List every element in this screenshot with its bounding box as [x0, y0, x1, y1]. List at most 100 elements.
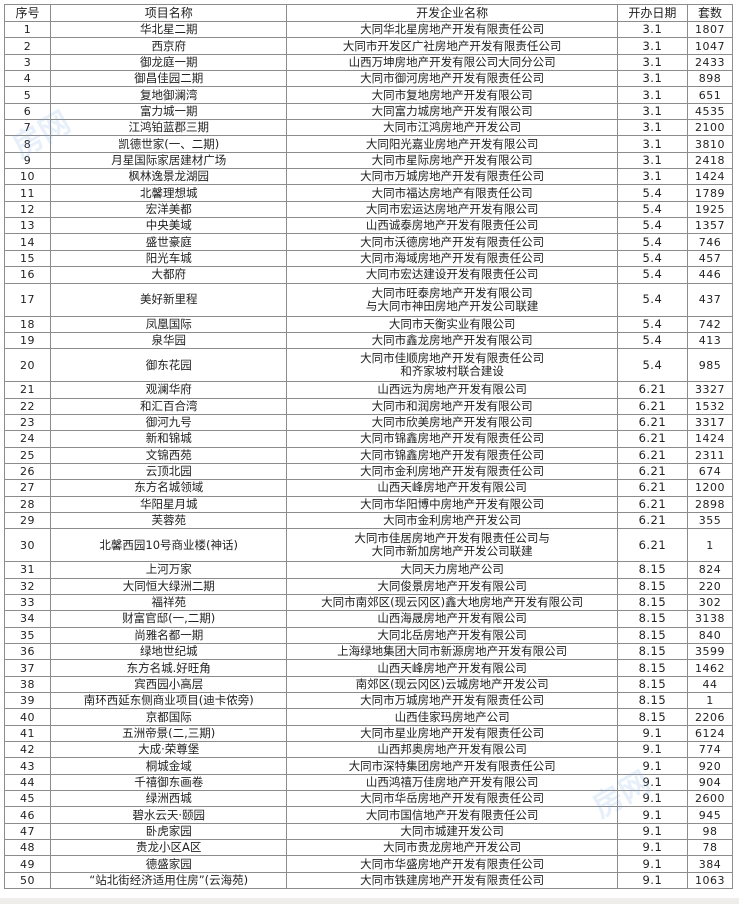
open-date: 3.1 — [616, 37, 688, 55]
project-name: 绿地世纪城 — [50, 642, 288, 661]
unit-count: 1925 — [686, 200, 734, 219]
row-index: 11 — [3, 184, 52, 202]
developer-name: 大同市金利房地产开发公司 — [286, 511, 618, 530]
row-index: 2 — [3, 37, 52, 55]
row-index: 47 — [3, 822, 52, 841]
open-date: 9.1 — [616, 822, 688, 841]
row-index: 24 — [3, 430, 52, 448]
project-name: 泉华园 — [50, 331, 288, 350]
unit-count: 98 — [686, 822, 734, 841]
row-index: 12 — [3, 200, 52, 219]
unit-count: 457 — [686, 249, 734, 268]
unit-count: 3599 — [686, 642, 734, 661]
row-index: 28 — [3, 495, 52, 513]
open-date: 6.21 — [616, 479, 688, 497]
project-name: 复地御澜湾 — [50, 86, 288, 104]
developer-name: 大同市万城房地产开发有限责任公司 — [286, 692, 618, 710]
table-body: 1 华北星二期 大同华北星房地产开发有限责任公司 3.1 1807 2 西京府 大同市开发区广… — [3, 20, 734, 890]
row-index: 35 — [3, 626, 52, 645]
project-name: 盛世豪庭 — [50, 233, 288, 251]
row-index: 21 — [3, 381, 52, 399]
developer-name: 大同市鑫龙房地产开发有限公司 — [286, 331, 618, 350]
developer-name: 大同市星际房地产开发有限公司 — [286, 151, 618, 170]
row-index: 32 — [3, 577, 52, 595]
project-name: 中央美域 — [50, 217, 288, 235]
unit-count: 355 — [686, 511, 734, 530]
developer-name: 大同富力城房地产开发有限公司 — [286, 102, 618, 121]
table-row: 5 复地御澜湾 大同市复地房地产开发有限公司 3.1 651 — [3, 86, 734, 104]
project-name: “站北街经济适用住房”(云海苑) — [50, 871, 288, 890]
row-index: 16 — [3, 266, 52, 284]
project-name: 上河万家 — [50, 561, 288, 579]
row-index: 38 — [3, 675, 52, 694]
developer-name: 南郊区(现云冈区)云城房地产开发公司 — [286, 675, 618, 694]
open-date: 3.1 — [616, 70, 688, 88]
row-index: 39 — [3, 692, 52, 710]
table-row: 17 美好新里程 大同市旺泰房地产开发有限公司 与大同市神田房地产开发公司联建 5.4… — [3, 282, 734, 317]
developer-name: 大同市国信地产开发有限责任公司 — [286, 806, 618, 824]
open-date: 6.21 — [616, 511, 688, 530]
open-date: 5.4 — [616, 331, 688, 350]
unit-count: 742 — [686, 315, 734, 333]
row-index: 7 — [3, 119, 52, 137]
unit-count: 384 — [686, 855, 734, 873]
unit-count: 1424 — [686, 430, 734, 448]
project-name: 宾西园小高层 — [50, 675, 288, 694]
project-name: 文锦西苑 — [50, 446, 288, 464]
row-index: 1 — [3, 20, 52, 39]
project-name: 大都府 — [50, 266, 288, 284]
table-row: 2 西京府 大同市开发区广社房地产开发有限责任公司 3.1 1047 — [3, 37, 734, 55]
table-row: 24 新和锦城 大同市锦鑫房地产开发有限责任公司 6.21 1424 — [3, 430, 734, 448]
table-row: 45 绿洲西城 大同市华岳房地产开发有限责任公司 9.1 2600 — [3, 790, 734, 808]
project-name: 月星国际家居建材广场 — [50, 151, 288, 170]
open-date: 6.21 — [616, 381, 688, 399]
developer-name: 大同市锦鑫房地产开发有限责任公司 — [286, 446, 618, 464]
table-row: 8 凯德世家(一、二期) 大同阳光嘉业房地产开发有限公司 3.1 3810 — [3, 135, 734, 153]
developer-name: 山西鸿禧万佳房地产开发有限公司 — [286, 773, 618, 792]
developer-name: 大同市佳居房地产开发有限责任公司与 大同市新加房地产开发公司联建 — [286, 528, 618, 563]
row-index: 40 — [3, 708, 52, 726]
table-row: 12 宏洋美都 大同市宏运达房地产开发有限公司 5.4 1925 — [3, 200, 734, 219]
row-index: 17 — [3, 282, 52, 317]
open-date: 9.1 — [616, 773, 688, 792]
unit-count: 1063 — [686, 871, 734, 890]
table-row: 46 碧水云天·颐园 大同市国信地产开发有限责任公司 9.1 945 — [3, 806, 734, 824]
table-row: 42 大成·荣尊堡 山西邦奥房地产开发有限公司 9.1 774 — [3, 741, 734, 759]
header-units: 套数 — [686, 4, 734, 22]
table-row: 14 盛世豪庭 大同市沃德房地产开发有限责任公司 5.4 746 — [3, 233, 734, 251]
row-index: 30 — [3, 528, 52, 563]
row-index: 41 — [3, 724, 52, 743]
project-name: 南环西延东侧商业项目(迪卡侬旁) — [50, 692, 288, 710]
open-date: 6.21 — [616, 446, 688, 464]
open-date: 6.21 — [616, 528, 688, 563]
unit-count: 3810 — [686, 135, 734, 153]
project-name: 观澜华府 — [50, 381, 288, 399]
developer-name: 大同市江鸿房地产开发公司 — [286, 119, 618, 137]
project-name: 东方名城.好旺角 — [50, 659, 288, 677]
open-date: 5.4 — [616, 266, 688, 284]
project-name: 江鸿铂蓝郡三期 — [50, 119, 288, 137]
row-index: 14 — [3, 233, 52, 251]
unit-count: 985 — [686, 348, 734, 383]
table-row: 25 文锦西苑 大同市锦鑫房地产开发有限责任公司 6.21 2311 — [3, 446, 734, 464]
developer-name: 大同市宏达建设开发有限责任公司 — [286, 266, 618, 284]
row-index: 23 — [3, 413, 52, 432]
unit-count: 437 — [686, 282, 734, 317]
open-date: 8.15 — [616, 642, 688, 661]
open-date: 5.4 — [616, 282, 688, 317]
table-row: 10 枫林逸景龙湖园 大同市万城房地产开发有限责任公司 3.1 1424 — [3, 168, 734, 186]
unit-count: 898 — [686, 70, 734, 88]
project-name: 东方名城领域 — [50, 479, 288, 497]
table-row: 32 大同恒大绿洲二期 大同俊景房地产开发有限公司 8.15 220 — [3, 577, 734, 595]
row-index: 46 — [3, 806, 52, 824]
row-index: 27 — [3, 479, 52, 497]
row-index: 31 — [3, 561, 52, 579]
project-name: 枫林逸景龙湖园 — [50, 168, 288, 186]
developer-name: 大同市星业房地产开发有限责任公司 — [286, 724, 618, 743]
row-index: 15 — [3, 249, 52, 268]
project-name: 财富官邸(一,二期) — [50, 610, 288, 628]
project-name: 京都国际 — [50, 708, 288, 726]
table-row: 38 宾西园小高层 南郊区(现云冈区)云城房地产开发公司 8.15 44 — [3, 675, 734, 694]
project-name: 美好新里程 — [50, 282, 288, 317]
open-date: 8.15 — [616, 561, 688, 579]
